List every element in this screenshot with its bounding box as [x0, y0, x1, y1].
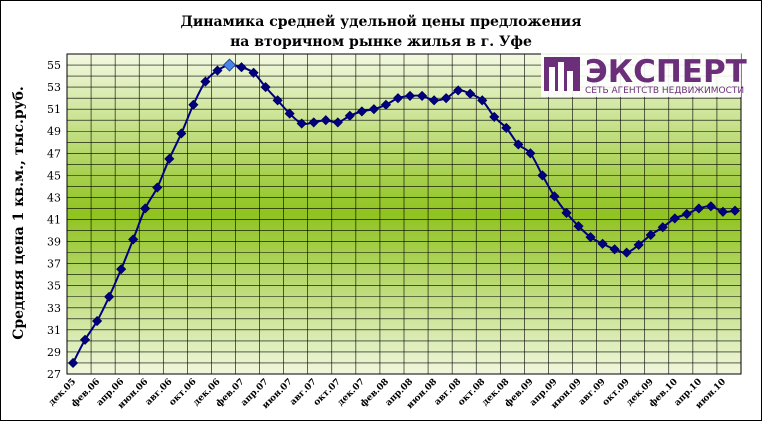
data-point [717, 206, 729, 217]
gridlines [66, 53, 742, 375]
data-point [356, 106, 367, 117]
data-point [465, 88, 476, 99]
data-point [79, 334, 91, 345]
data-point [597, 238, 608, 249]
data-point [669, 213, 680, 224]
data-point [260, 82, 271, 93]
data-point [693, 203, 704, 214]
data-point [549, 191, 560, 202]
y-tick-label: 49 [47, 125, 61, 138]
y-axis-label: Средняя цена 1 кв.м., тыс.руб. [11, 86, 27, 340]
chart-title: Динамика средней удельной цены предложен… [180, 13, 581, 30]
y-axis-ticks: 27 29 31 33 35 37 39 41 43 45 47 49 51 53 55 [47, 59, 61, 381]
data-point [248, 67, 259, 78]
y-tick-label: 47 [47, 147, 61, 160]
data-point [104, 291, 115, 302]
chart-subtitle: на вторичном рынке жилья в г. Уфе [230, 34, 532, 50]
data-point [645, 229, 656, 241]
data-point [561, 207, 572, 218]
data-point [200, 76, 211, 87]
data-point [525, 148, 536, 159]
data-point [609, 244, 620, 255]
series-markers [67, 58, 741, 369]
data-point [404, 90, 416, 101]
data-point [164, 153, 175, 164]
y-tick-label: 51 [47, 103, 61, 116]
data-point [176, 128, 187, 139]
data-point [453, 85, 464, 96]
data-point [729, 205, 741, 216]
data-point [441, 93, 452, 104]
data-point [429, 95, 440, 106]
data-point [152, 182, 163, 193]
y-tick-label: 41 [47, 214, 61, 227]
data-point [489, 111, 500, 122]
data-point [621, 247, 632, 258]
y-tick-label: 43 [47, 191, 61, 204]
data-point [537, 170, 548, 181]
y-tick-label: 53 [47, 81, 61, 94]
data-point [128, 234, 139, 245]
plot-border [66, 53, 742, 375]
logo-tagline: СЕТЬ АГЕНТСТВ НЕДВИЖИМОСТИ [585, 86, 744, 96]
y-tick-label: 27 [47, 368, 61, 381]
data-point [477, 95, 488, 106]
data-point [320, 115, 331, 126]
data-point [681, 208, 692, 220]
data-point [416, 90, 428, 101]
data-point [368, 104, 379, 115]
y-tick-label: 29 [47, 346, 61, 359]
logo-building-icon [544, 57, 580, 91]
data-point [585, 232, 596, 243]
data-point [272, 95, 283, 106]
expert-logo: ЭКСПЕРТ СЕТЬ АГЕНТСТВ НЕДВИЖИМОСТИ [541, 53, 747, 97]
data-point [296, 118, 307, 129]
data-point [344, 110, 355, 121]
data-point [380, 99, 392, 110]
y-tick-label: 33 [47, 302, 61, 315]
data-point [705, 201, 716, 212]
data-point [513, 139, 524, 150]
y-tick-label: 45 [47, 169, 61, 182]
data-point [392, 93, 404, 104]
y-tick-label: 39 [47, 236, 61, 249]
data-point [573, 221, 584, 232]
data-point [308, 117, 319, 128]
y-tick-label: 35 [47, 280, 61, 293]
data-point [284, 108, 295, 119]
data-point [633, 239, 644, 250]
data-point [222, 58, 237, 72]
y-tick-label: 55 [47, 59, 61, 72]
x-axis-ticks: дек.05фев.06апр.06июн.06авг.06окт.06дек.… [47, 377, 728, 411]
data-point [92, 315, 103, 327]
data-point [332, 117, 343, 128]
data-point [501, 122, 512, 133]
y-tick-label: 31 [47, 324, 61, 337]
data-point [188, 99, 199, 110]
data-point [116, 264, 127, 275]
data-point [212, 65, 223, 76]
data-point [236, 62, 247, 73]
data-point [657, 222, 668, 233]
logo-name: ЭКСПЕРТ [585, 54, 747, 90]
y-tick-label: 37 [47, 258, 61, 271]
data-point [67, 357, 79, 369]
data-point [140, 203, 151, 214]
